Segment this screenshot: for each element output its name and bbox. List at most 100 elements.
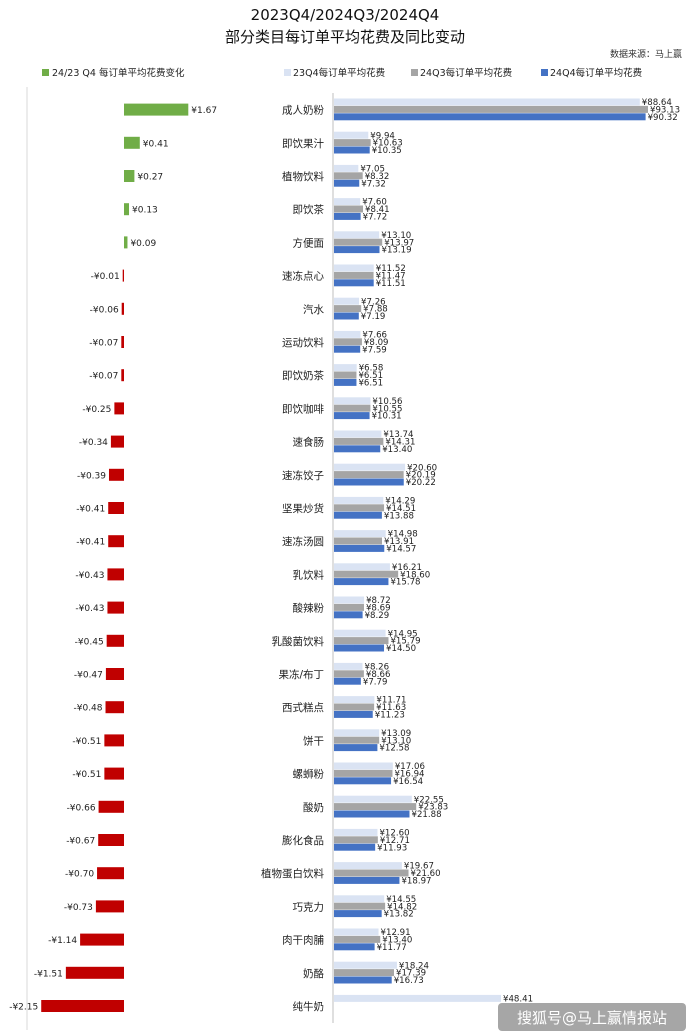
bar-23q4 <box>334 530 386 538</box>
change-bar <box>80 933 124 946</box>
bar-23q4 <box>334 928 379 936</box>
bar-24q3 <box>334 139 371 147</box>
spend-value-label: ¥6.51 <box>358 379 383 389</box>
category-label: 植物饮料 <box>282 170 324 183</box>
spend-value-label: ¥8.32 <box>365 172 390 182</box>
spend-value-label: ¥22.55 <box>414 795 444 805</box>
spend-value-label: ¥7.32 <box>361 179 386 189</box>
spend-value-label: ¥6.51 <box>358 371 383 381</box>
bar-24q4 <box>334 179 360 187</box>
spend-value-label: ¥18.97 <box>401 877 431 887</box>
bar-24q3 <box>334 537 382 545</box>
bar-24q4 <box>334 578 389 586</box>
bar-24q4 <box>334 511 382 519</box>
bar-24q3 <box>334 902 386 910</box>
bar-23q4 <box>334 330 361 338</box>
spend-value-label: ¥13.88 <box>384 511 414 521</box>
bar-24q3 <box>334 935 381 943</box>
bar-23q4 <box>334 397 371 405</box>
category-label: 成人奶粉 <box>282 104 324 117</box>
bar-23q4 <box>334 496 384 504</box>
spend-value-label: ¥8.72 <box>366 596 391 606</box>
spend-value-label: ¥12.58 <box>379 744 409 754</box>
bar-24q4 <box>334 910 382 918</box>
category-label: 即饮果汁 <box>282 137 324 150</box>
spend-value-label: ¥21.60 <box>411 869 441 879</box>
spend-value-label: ¥8.09 <box>364 338 389 348</box>
change-bar <box>104 767 124 780</box>
change-value-label: -¥0.66 <box>67 803 96 813</box>
category-label: 膨化食品 <box>282 834 324 847</box>
category-label: 汽水 <box>303 303 324 316</box>
spend-value-label: ¥18.24 <box>399 961 429 971</box>
spend-value-label: ¥13.74 <box>383 430 413 440</box>
spend-value-label: ¥11.77 <box>377 943 407 953</box>
change-bar <box>124 170 135 182</box>
spend-value-label: ¥16.21 <box>392 563 422 573</box>
bar-24q3 <box>334 969 394 977</box>
bar-23q4 <box>334 596 365 604</box>
legend-change-label: 24/23 Q4 每订单平均花费变化 <box>52 67 185 79</box>
spend-value-label: ¥7.59 <box>362 345 387 355</box>
category-labels: 成人奶粉即饮果汁植物饮料即饮茶方便面速冻点心汽水运动饮料即饮奶茶即饮咖啡速食肠速… <box>261 104 324 1013</box>
change-bar <box>114 402 124 415</box>
bar-24q3 <box>334 869 409 877</box>
change-value-label: -¥0.01 <box>91 272 120 282</box>
spend-bars: ¥88.64¥93.13¥90.32 ¥9.94¥10.63¥10.35 ¥7.05… <box>334 98 680 1005</box>
category-label: 奶酪 <box>303 967 324 980</box>
change-value-label: -¥0.41 <box>76 538 105 548</box>
spend-value-label: ¥11.47 <box>376 272 406 282</box>
spend-value-label: ¥10.63 <box>373 139 403 149</box>
change-value-label: -¥0.48 <box>74 704 103 714</box>
spend-value-label: ¥13.91 <box>384 537 414 547</box>
change-bar <box>108 468 124 481</box>
legend-24q3-label: 24Q3每订单平均花费 <box>420 67 512 79</box>
change-value-label: -¥0.41 <box>76 505 105 515</box>
spend-value-label: ¥14.57 <box>386 545 416 555</box>
bar-24q3 <box>334 570 399 578</box>
spend-value-label: ¥14.55 <box>386 895 416 905</box>
spend-value-label: ¥17.39 <box>396 969 426 979</box>
spend-value-label: ¥13.97 <box>384 238 414 248</box>
bar-23q4 <box>334 563 390 571</box>
change-value-label: -¥0.43 <box>75 571 104 581</box>
spend-value-label: ¥16.54 <box>393 777 423 787</box>
bar-24q4 <box>334 744 378 752</box>
spend-value-label: ¥20.19 <box>406 471 436 481</box>
change-bar <box>108 502 124 514</box>
bar-24q3 <box>334 769 393 777</box>
bar-24q3 <box>334 105 648 113</box>
spend-value-label: ¥14.95 <box>388 629 418 639</box>
change-bar <box>105 668 124 680</box>
change-bar <box>98 834 124 846</box>
bar-24q4 <box>334 345 361 353</box>
bar-24q4 <box>334 113 646 121</box>
spend-value-label: ¥13.40 <box>382 445 412 455</box>
spend-value-label: ¥48.41 <box>503 995 533 1005</box>
bar-24q4 <box>334 146 370 154</box>
change-value-label: -¥0.25 <box>82 405 111 415</box>
chart-title-line2: 部分类目每订单平均花费及同比变动 <box>225 28 465 46</box>
bar-23q4 <box>334 231 380 239</box>
spend-value-label: ¥7.72 <box>363 213 388 223</box>
change-bar <box>106 634 124 647</box>
change-value-label: -¥0.07 <box>89 372 118 382</box>
spend-value-label: ¥12.60 <box>379 829 409 839</box>
category-label: 酸奶 <box>303 801 324 814</box>
spend-value-label: ¥7.79 <box>363 677 388 687</box>
change-bar <box>110 435 124 448</box>
bar-23q4 <box>334 961 397 969</box>
change-value-label: -¥0.51 <box>72 770 101 780</box>
spend-value-label: ¥20.60 <box>407 463 437 473</box>
bar-24q4 <box>334 976 392 984</box>
category-label: 运动饮料 <box>282 336 324 349</box>
category-label: 酸辣粉 <box>293 602 325 615</box>
spend-value-label: ¥13.40 <box>382 936 412 946</box>
spend-value-label: ¥90.32 <box>648 113 678 123</box>
bar-24q4 <box>334 876 400 884</box>
bar-23q4 <box>334 164 359 172</box>
change-value-label: -¥0.34 <box>79 438 108 448</box>
change-bar <box>121 336 124 348</box>
change-bar <box>121 369 124 382</box>
spend-value-label: ¥7.26 <box>361 297 386 307</box>
